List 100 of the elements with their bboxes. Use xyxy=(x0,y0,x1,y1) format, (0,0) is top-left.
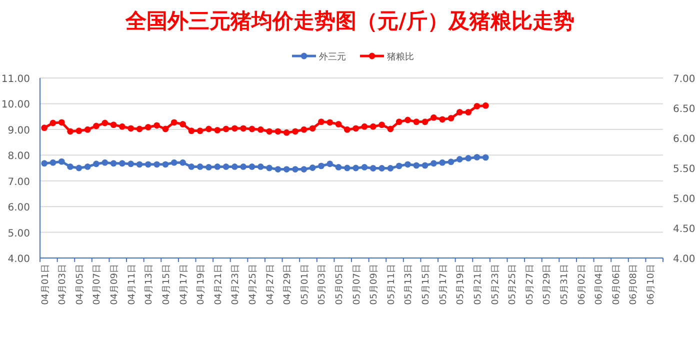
point xyxy=(214,127,221,134)
y2-tick-label: 6.50 xyxy=(673,104,696,115)
point xyxy=(266,128,272,135)
point xyxy=(231,164,238,170)
x-tick-label: 04月19日 xyxy=(196,264,207,305)
point xyxy=(58,158,65,165)
point xyxy=(335,121,342,128)
point xyxy=(240,125,247,132)
point xyxy=(93,160,100,168)
point xyxy=(119,123,126,130)
x-tick-label: 04月05日 xyxy=(75,264,86,305)
x-tick-label: 04月11日 xyxy=(127,264,138,305)
point xyxy=(93,122,100,130)
point xyxy=(439,159,446,166)
point xyxy=(448,115,454,122)
point xyxy=(283,166,290,172)
point xyxy=(110,122,117,128)
y2-tick-label: 5.50 xyxy=(673,164,696,175)
point xyxy=(309,164,316,171)
point xyxy=(41,124,48,131)
point xyxy=(154,161,160,168)
point xyxy=(188,128,195,134)
point xyxy=(422,118,428,125)
y-tick-label: 8.00 xyxy=(8,151,30,162)
point xyxy=(162,161,169,168)
point xyxy=(248,126,256,132)
point xyxy=(231,125,238,132)
point xyxy=(465,109,472,116)
point xyxy=(292,128,298,135)
x-tick-label: 04月21日 xyxy=(214,264,224,305)
y-tick-label: 11.00 xyxy=(1,74,30,85)
point xyxy=(387,126,394,132)
point xyxy=(387,165,394,172)
point xyxy=(482,154,489,161)
y2-tick-label: 4.00 xyxy=(673,254,696,265)
point xyxy=(67,164,74,170)
point xyxy=(326,160,334,168)
point xyxy=(84,164,91,170)
point xyxy=(456,109,463,116)
point xyxy=(206,126,212,132)
point xyxy=(222,164,230,170)
x-tick-label: 04月01日 xyxy=(40,264,51,305)
legend-猪粮比: 猪粮比 xyxy=(360,52,414,62)
point xyxy=(110,160,117,167)
point xyxy=(50,159,56,166)
point xyxy=(430,160,437,167)
x-tick-label: 05月03日 xyxy=(318,264,328,305)
point xyxy=(352,164,360,172)
point xyxy=(318,118,324,125)
point xyxy=(413,162,420,169)
point xyxy=(180,159,186,166)
x-tick-label: 05月31日 xyxy=(560,264,570,305)
point xyxy=(102,120,108,126)
y-tick-label: 5.00 xyxy=(8,228,30,240)
point xyxy=(370,165,376,172)
point xyxy=(422,162,428,169)
x-tick-label: 06月04日 xyxy=(594,264,605,305)
x-tick-label: 05月19日 xyxy=(456,264,466,305)
x-tick-label: 04月09日 xyxy=(110,264,120,305)
point xyxy=(344,126,350,133)
y2-tick-label: 5.00 xyxy=(673,194,696,205)
point xyxy=(326,119,334,126)
y-tick-label: 10.00 xyxy=(1,100,30,111)
point xyxy=(266,164,272,172)
point xyxy=(396,118,402,125)
point xyxy=(180,121,186,128)
point xyxy=(257,126,264,133)
x-tick-label: 06月08日 xyxy=(629,264,640,305)
point xyxy=(465,155,472,162)
point xyxy=(448,158,454,166)
x-tick-label: 05月05日 xyxy=(335,264,346,305)
x-tick-label: 05月25日 xyxy=(508,264,518,305)
point xyxy=(119,160,126,167)
point xyxy=(41,160,48,167)
point xyxy=(300,126,308,133)
point xyxy=(58,119,65,126)
x-tick-label: 05月17日 xyxy=(438,264,449,305)
point xyxy=(430,114,437,121)
point xyxy=(378,122,385,128)
point xyxy=(222,126,230,132)
point xyxy=(283,129,290,136)
point xyxy=(196,164,204,170)
point xyxy=(240,164,247,170)
point xyxy=(136,161,143,168)
point xyxy=(396,162,402,170)
point xyxy=(274,128,282,135)
point xyxy=(378,165,385,172)
x-tick-label: 05月29日 xyxy=(542,264,553,305)
y-tick-label: 9.00 xyxy=(8,125,30,136)
x-tick-label: 05月23日 xyxy=(490,264,501,305)
x-tick-label: 04月23日 xyxy=(231,264,242,305)
x-tick-label: 04月03日 xyxy=(58,264,68,305)
point xyxy=(274,166,282,172)
point xyxy=(154,122,160,129)
y-tick-label: 4.00 xyxy=(8,254,30,265)
point xyxy=(76,128,82,134)
point xyxy=(456,156,463,162)
legend-label: 外三元 xyxy=(319,52,346,62)
point xyxy=(248,164,256,170)
point xyxy=(196,128,204,134)
